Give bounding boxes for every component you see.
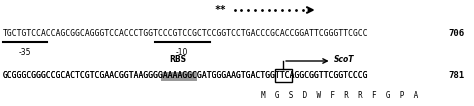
Text: 706: 706 xyxy=(448,29,465,38)
Text: TGCTGTCCACCAGCGGCAGGGTCCACCCTGGTCCCGTCCGCTCCGGTCCTGACCCGCACCGGATTCGGGTTCGCC: TGCTGTCCACCAGCGGCAGGGTCCACCCTGGTCCCGTCCG… xyxy=(3,29,369,38)
Text: **: ** xyxy=(215,5,227,15)
Text: GCGGGCGGGCCGCACTCGTCGAACGGTAAGGGGAAAAGGCGATGGGAAGTGACTGGTTCAGGCGGTTCGGTCCCG: GCGGGCGGGCCGCACTCGTCGAACGGTAAGGGGAAAAGGC… xyxy=(3,72,369,80)
Bar xyxy=(274,69,292,82)
Text: GCGGGCGGGCCGCACTCGTCGAACGGTAAGGGGAAAAGGCGATGGGAAGTGACTGGTTCAGGCGGTTCGGTCCCG: GCGGGCGGGCCGCACTCGTCGAACGGTAAGGGGAAAAGGC… xyxy=(3,72,369,80)
Text: M  G  S  D  W  F  R  R  F  G  P  A: M G S D W F R R F G P A xyxy=(261,91,418,100)
Text: RBS: RBS xyxy=(169,56,186,64)
Text: 781: 781 xyxy=(448,72,465,80)
Text: -35: -35 xyxy=(18,48,31,57)
Text: -10: -10 xyxy=(176,48,189,57)
Text: ScoT: ScoT xyxy=(334,56,354,64)
Bar xyxy=(161,72,197,80)
